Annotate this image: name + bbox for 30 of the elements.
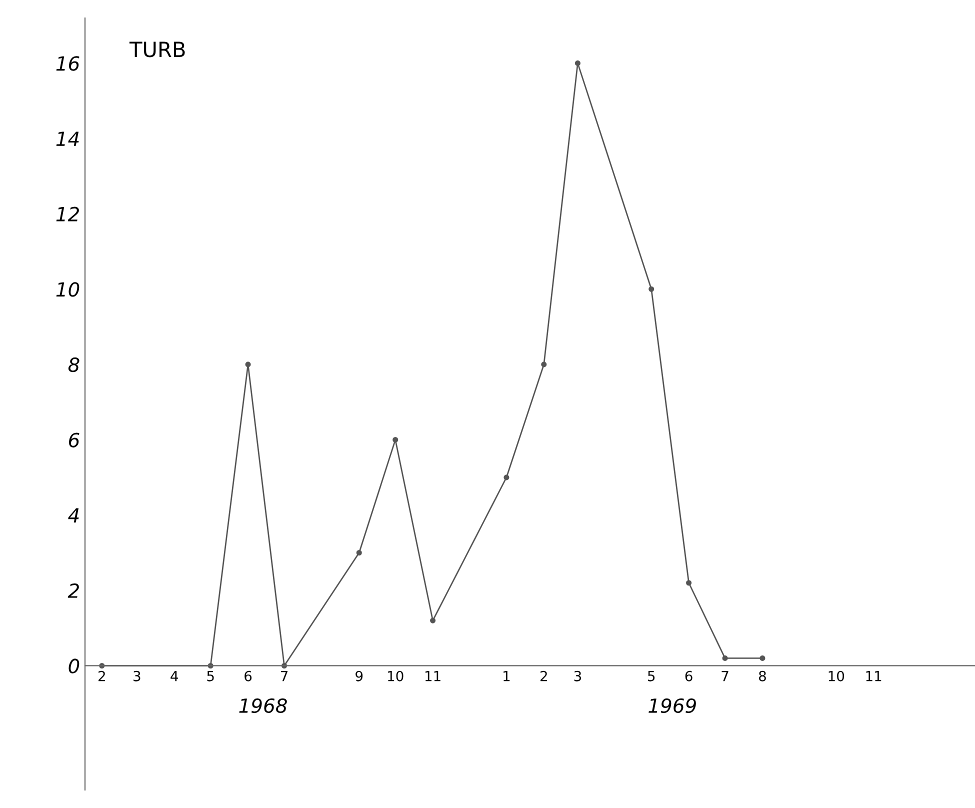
text: TURB [129,42,185,58]
x-tick-label: 3 [134,670,140,682]
x-tick-label: 2 [540,670,547,682]
x-tick-label: 7 [280,671,288,682]
y-tick-label: 8 [68,357,80,372]
x-tick-label: 11 [866,671,882,682]
x-tick-label: 2 [98,670,105,682]
x-tick-label: 5 [207,671,214,682]
x-tick-label: 8 [758,670,766,682]
x-tick-label: 5 [648,671,655,682]
y-tick-label: 2 [68,583,79,598]
x-tick-label: 10 [828,670,844,682]
y-tick-label: 6 [68,432,80,448]
y-tick-label: 16 [56,56,80,71]
y-tick-label: 0 [68,658,80,674]
x-tick-label: 3 [574,670,582,682]
y-tick-label: 14 [56,132,79,146]
x-tick-label: 7 [722,671,728,682]
y-tick-label: 12 [56,206,79,222]
x-tick-label: 6 [685,670,692,682]
y-tick-label: 10 [56,282,80,297]
x-tick-label: 1 [504,671,510,682]
y-tick-label: 4 [68,508,79,522]
annotation: 1968 [239,698,287,714]
x-tick-label: 4 [170,671,178,682]
x-tick-label: 6 [244,670,252,682]
annotation: 1969 [648,698,696,714]
x-tick-label: 9 [356,670,363,682]
x-tick-label: 10 [388,670,404,682]
x-tick-label: 11 [425,671,440,682]
